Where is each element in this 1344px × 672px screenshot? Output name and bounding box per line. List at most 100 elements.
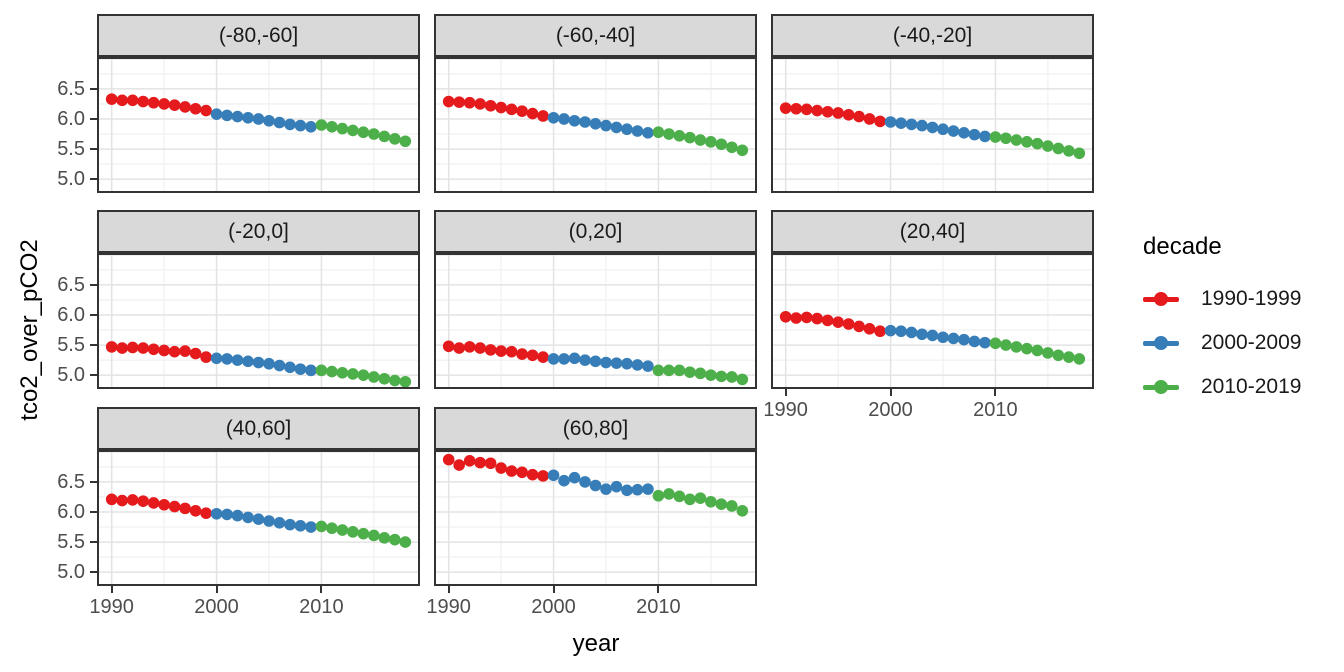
data-point [568,114,581,127]
data-point [357,369,370,381]
data-point [263,357,275,370]
facet-strip-label: (-80,-60] [218,23,299,47]
data-point [589,117,602,130]
data-point [273,359,286,372]
data-point [389,533,401,546]
data-point [126,94,139,107]
data-point [1042,140,1054,152]
x-tick-label: 1990 [426,596,471,618]
data-point [378,532,391,544]
legend-title: decade [1143,233,1222,260]
data-point [179,101,191,113]
data-point [105,341,118,353]
y-tick-mark [90,510,97,513]
data-point [484,457,497,470]
data-point [526,349,539,362]
data-point [705,495,717,508]
data-point [579,116,591,128]
data-point [105,93,118,105]
data-point [537,470,549,482]
x-tick-mark [320,586,323,593]
data-point [715,370,728,383]
data-point [673,364,686,377]
data-point [989,131,1002,143]
y-tick-mark [90,117,97,120]
data-point [474,456,486,469]
data-point [221,508,233,521]
data-point [368,529,380,542]
data-point [294,363,307,375]
data-point [1063,145,1075,157]
data-point [726,141,738,154]
data-point [1031,137,1044,150]
facet-strip-label: (-60,-40] [555,23,636,47]
x-tick-label: 2010 [636,596,681,618]
data-point [273,517,286,529]
x-tick-label: 2000 [531,596,576,618]
data-point [516,348,528,360]
legend-entry: 1990-1999 [1143,277,1301,321]
data-point [726,371,738,383]
facet-7: (60,80] 1990 2000 2010 [426,407,757,617]
data-point [916,328,928,341]
data-point [610,357,623,369]
data-point [715,498,728,510]
data-point [779,102,792,114]
data-point [989,337,1002,350]
data-point [231,509,244,522]
y-tick-label: 6.0 [57,500,85,523]
facet-3: (-20,0] 6.5 6.0 5.5 5.0 [57,210,420,389]
y-tick-mark [90,374,97,377]
data-point [294,520,307,532]
y-tick-mark [90,313,97,316]
facet-strip: (40,60] [97,407,420,450]
data-point [336,122,349,135]
data-point [315,364,328,377]
y-tick-mark [90,283,97,286]
data-point [1042,347,1054,359]
data-point [958,333,970,346]
data-point [642,360,654,372]
data-point [242,355,254,368]
data-point [484,344,497,356]
data-point [357,527,370,540]
data-point [1031,344,1044,357]
y-tick-mark [90,178,97,181]
data-point [1000,339,1012,351]
data-point [684,493,696,506]
x-tick-label: 2010 [973,399,1018,421]
legend-entry-label: 2010-2019 [1201,375,1302,398]
data-point [242,511,254,524]
data-point [158,498,170,511]
data-point [621,123,633,136]
data-point [442,340,455,353]
y-tick-label: 6.5 [57,273,85,296]
data-point [968,128,981,141]
facet-plot-area [434,253,757,389]
data-point [937,123,949,136]
facet-strip-label: (60,80] [562,416,629,440]
data-point [378,372,391,385]
data-point [821,105,834,118]
facet-5: (20,40] 1990 2000 2010 [763,210,1094,420]
data-point [284,361,296,374]
data-point [200,507,212,519]
data-point [895,117,907,129]
data-point [252,513,265,526]
data-point [652,489,665,502]
x-tick-mark [552,586,555,593]
facet-plot-area [771,57,1094,193]
data-point [947,332,960,345]
facet-strip: (60,80] [434,407,757,450]
data-point [442,95,455,108]
y-tick-label: 5.0 [57,168,85,191]
data-point [137,495,149,507]
data-point [600,483,612,495]
data-point [505,103,518,116]
data-point [979,336,991,349]
data-point [726,500,738,512]
data-point [905,118,918,131]
data-point [453,342,465,354]
data-point [336,366,349,379]
